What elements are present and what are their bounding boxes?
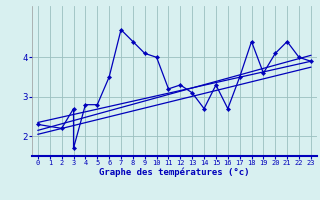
X-axis label: Graphe des températures (°c): Graphe des températures (°c) <box>99 168 250 177</box>
